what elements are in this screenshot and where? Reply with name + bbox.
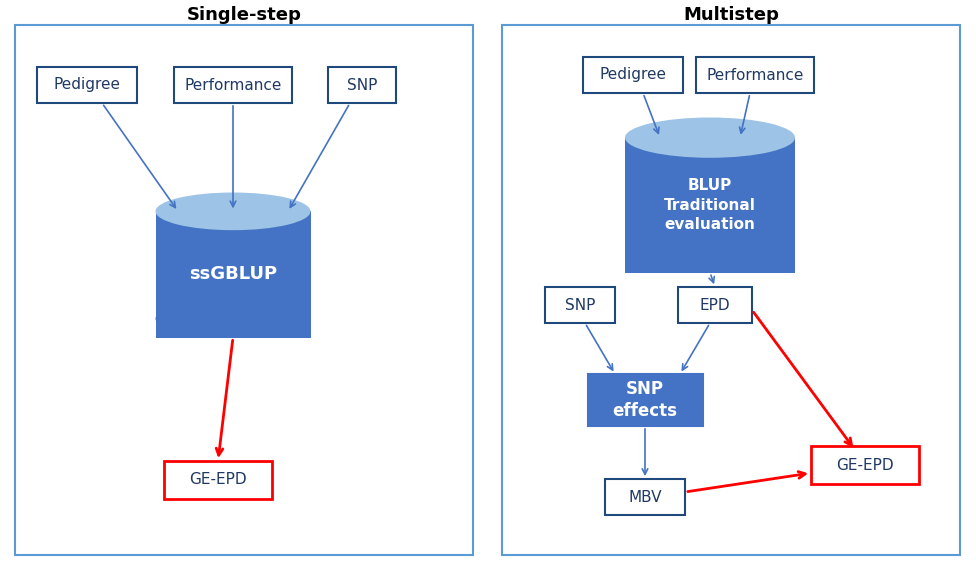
FancyBboxPatch shape: [583, 57, 683, 93]
FancyBboxPatch shape: [678, 287, 752, 323]
Text: SNP
effects: SNP effects: [613, 380, 677, 420]
FancyBboxPatch shape: [328, 67, 396, 103]
Text: Performance: Performance: [184, 78, 282, 93]
FancyBboxPatch shape: [502, 25, 960, 555]
Text: Pedigree: Pedigree: [599, 67, 667, 82]
Text: Single-step: Single-step: [186, 6, 302, 24]
Ellipse shape: [625, 117, 795, 158]
Text: SNP: SNP: [565, 297, 595, 312]
Ellipse shape: [155, 300, 310, 338]
FancyBboxPatch shape: [545, 287, 615, 323]
Text: BLUP
Traditional
evaluation: BLUP Traditional evaluation: [664, 178, 756, 232]
Bar: [155, 212, 310, 338]
FancyBboxPatch shape: [588, 374, 703, 426]
Text: MBV: MBV: [629, 489, 662, 504]
Text: ssGBLUP: ssGBLUP: [189, 266, 277, 283]
Ellipse shape: [155, 193, 310, 230]
Text: SNP: SNP: [346, 78, 377, 93]
FancyBboxPatch shape: [811, 446, 919, 484]
FancyBboxPatch shape: [15, 25, 473, 555]
Text: EPD: EPD: [700, 297, 730, 312]
Bar: [625, 137, 795, 273]
FancyBboxPatch shape: [605, 479, 685, 515]
Text: Multistep: Multistep: [683, 6, 779, 24]
Text: Performance: Performance: [707, 67, 803, 82]
Text: GE-EPD: GE-EPD: [836, 458, 894, 473]
FancyBboxPatch shape: [164, 461, 272, 499]
Ellipse shape: [625, 232, 795, 273]
FancyBboxPatch shape: [696, 57, 814, 93]
FancyBboxPatch shape: [174, 67, 292, 103]
FancyBboxPatch shape: [37, 67, 137, 103]
Text: GE-EPD: GE-EPD: [189, 473, 247, 488]
Text: Pedigree: Pedigree: [54, 78, 120, 93]
